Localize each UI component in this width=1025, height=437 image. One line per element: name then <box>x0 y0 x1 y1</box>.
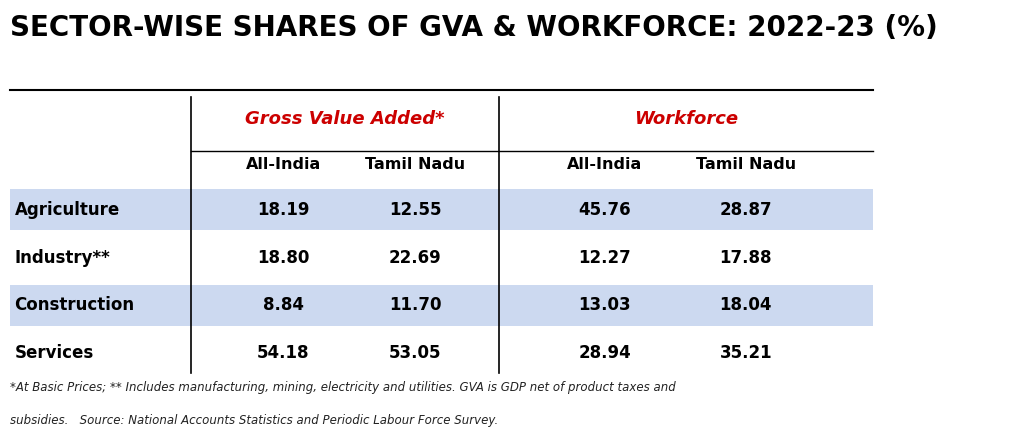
Bar <box>10 285 873 326</box>
Text: 13.03: 13.03 <box>578 296 631 314</box>
Text: 45.76: 45.76 <box>578 201 631 219</box>
Text: 28.94: 28.94 <box>578 344 631 362</box>
Text: Agriculture: Agriculture <box>14 201 120 219</box>
Text: Workforce: Workforce <box>634 110 738 128</box>
Text: Tamil Nadu: Tamil Nadu <box>696 157 795 172</box>
Text: 12.55: 12.55 <box>390 201 442 219</box>
Text: 11.70: 11.70 <box>390 296 442 314</box>
Text: Tamil Nadu: Tamil Nadu <box>365 157 465 172</box>
Text: Industry**: Industry** <box>14 249 111 267</box>
Text: 22.69: 22.69 <box>390 249 442 267</box>
Text: SECTOR-WISE SHARES OF GVA & WORKFORCE: 2022-23 (%): SECTOR-WISE SHARES OF GVA & WORKFORCE: 2… <box>10 14 938 42</box>
Text: 28.87: 28.87 <box>720 201 772 219</box>
Text: All-India: All-India <box>567 157 643 172</box>
Bar <box>10 189 873 230</box>
Text: *At Basic Prices; ** Includes manufacturing, mining, electricity and utilities. : *At Basic Prices; ** Includes manufactur… <box>10 382 675 394</box>
Text: 17.88: 17.88 <box>720 249 772 267</box>
Text: Services: Services <box>14 344 94 362</box>
Text: subsidies.   Source: National Accounts Statistics and Periodic Labour Force Surv: subsidies. Source: National Accounts Sta… <box>10 414 498 427</box>
Text: 54.18: 54.18 <box>257 344 310 362</box>
Text: Construction: Construction <box>14 296 134 314</box>
Text: 8.84: 8.84 <box>262 296 303 314</box>
Text: 18.80: 18.80 <box>257 249 310 267</box>
Text: 18.04: 18.04 <box>720 296 772 314</box>
Text: All-India: All-India <box>246 157 321 172</box>
Text: Gross Value Added*: Gross Value Added* <box>245 110 445 128</box>
Text: 35.21: 35.21 <box>720 344 772 362</box>
Text: 12.27: 12.27 <box>578 249 631 267</box>
Text: 18.19: 18.19 <box>257 201 310 219</box>
Text: 53.05: 53.05 <box>390 344 442 362</box>
